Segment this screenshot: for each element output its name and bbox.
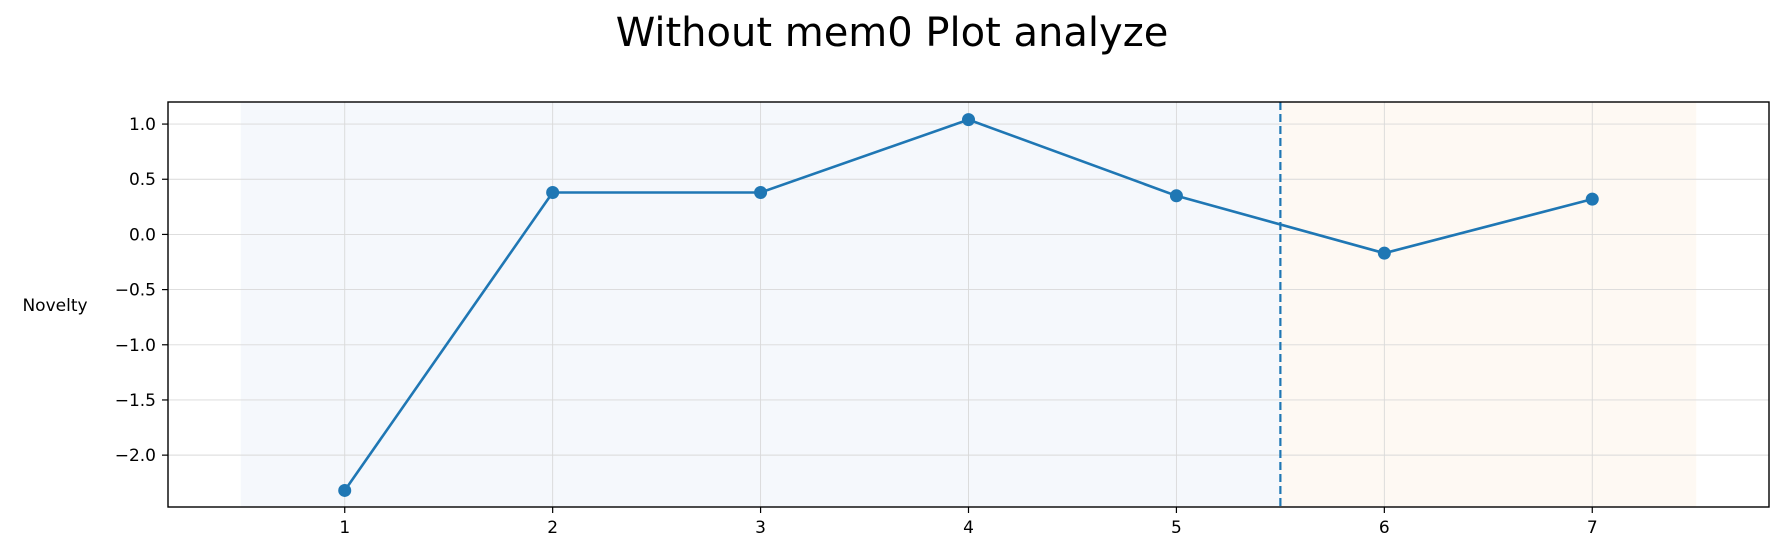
y-tick-label: −2.0 — [115, 446, 156, 466]
y-tick-label: −0.5 — [115, 281, 156, 301]
y-tick-label: 0.0 — [129, 225, 156, 245]
chart-title: Without mem0 Plot analyze — [616, 10, 1169, 56]
y-tick-label: 0.5 — [129, 170, 156, 190]
data-point-5 — [1169, 189, 1183, 203]
data-point-2 — [546, 185, 560, 199]
y-ticks: 1.0 0.5 0.0 −0.5 −1.0 −1.5 −2.0 — [115, 115, 168, 466]
data-point-1 — [338, 483, 352, 497]
y-tick-label: −1.5 — [115, 391, 156, 411]
data-point-3 — [754, 185, 768, 199]
y-tick-label: 1.0 — [129, 115, 156, 135]
y-tick-label: −1.0 — [115, 336, 156, 356]
x-tick-label: 6 — [1379, 518, 1390, 538]
data-point-6 — [1377, 246, 1391, 260]
x-tick-label: 5 — [1171, 518, 1182, 538]
data-point-7 — [1585, 192, 1599, 206]
x-tick-label: 2 — [547, 518, 558, 538]
x-tick-label: 7 — [1587, 518, 1598, 538]
data-point-4 — [962, 113, 975, 127]
y-axis-label: Novelty — [22, 296, 87, 316]
x-tick-label: 1 — [339, 518, 350, 538]
series-group — [338, 113, 1599, 497]
shaded-region-2 — [1280, 102, 1697, 507]
x-ticks: 1 2 3 4 5 6 7 — [339, 507, 1598, 538]
x-tick-label: 3 — [755, 518, 766, 538]
x-tick-label: 4 — [963, 518, 974, 538]
